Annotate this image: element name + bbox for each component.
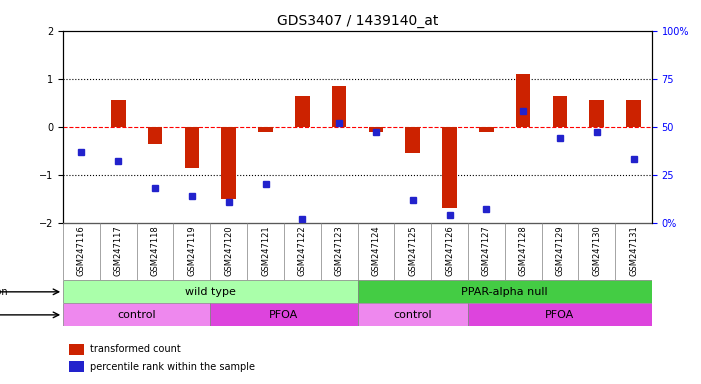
Bar bbox=[442, 127, 457, 208]
Bar bbox=[468, 303, 652, 326]
Text: control: control bbox=[117, 310, 156, 320]
Text: GSM247120: GSM247120 bbox=[224, 225, 233, 276]
Bar bbox=[332, 86, 346, 127]
Bar bbox=[63, 303, 210, 326]
Bar bbox=[222, 127, 236, 199]
Bar bbox=[69, 344, 83, 355]
Text: PFOA: PFOA bbox=[269, 310, 299, 320]
Text: control: control bbox=[393, 310, 432, 320]
Bar bbox=[111, 100, 125, 127]
Bar bbox=[295, 96, 310, 127]
Text: GSM247117: GSM247117 bbox=[114, 225, 123, 276]
Text: GSM247119: GSM247119 bbox=[187, 225, 196, 276]
Bar bbox=[258, 127, 273, 132]
Bar bbox=[63, 280, 358, 303]
Text: GSM247126: GSM247126 bbox=[445, 225, 454, 276]
Text: GSM247118: GSM247118 bbox=[151, 225, 160, 276]
Text: wild type: wild type bbox=[185, 287, 236, 297]
Bar bbox=[552, 96, 567, 127]
Text: percentile rank within the sample: percentile rank within the sample bbox=[90, 362, 254, 372]
Text: GSM247124: GSM247124 bbox=[372, 225, 381, 276]
Bar bbox=[626, 100, 641, 127]
Text: transformed count: transformed count bbox=[90, 344, 180, 354]
Text: GSM247130: GSM247130 bbox=[592, 225, 601, 276]
Bar bbox=[405, 127, 420, 153]
Bar bbox=[148, 127, 163, 144]
Bar bbox=[479, 127, 494, 132]
Text: GSM247123: GSM247123 bbox=[334, 225, 343, 276]
Text: PPAR-alpha null: PPAR-alpha null bbox=[461, 287, 548, 297]
Bar bbox=[184, 127, 199, 167]
Text: GSM247128: GSM247128 bbox=[519, 225, 528, 276]
Text: PFOA: PFOA bbox=[545, 310, 575, 320]
Text: GSM247131: GSM247131 bbox=[629, 225, 638, 276]
Bar bbox=[358, 280, 652, 303]
Bar bbox=[369, 127, 383, 132]
Text: GSM247127: GSM247127 bbox=[482, 225, 491, 276]
Text: genotype/variation: genotype/variation bbox=[0, 287, 8, 297]
Text: GSM247125: GSM247125 bbox=[408, 225, 417, 276]
Text: GSM247129: GSM247129 bbox=[555, 225, 564, 276]
Text: GSM247121: GSM247121 bbox=[261, 225, 270, 276]
Bar bbox=[69, 361, 83, 372]
Title: GDS3407 / 1439140_at: GDS3407 / 1439140_at bbox=[277, 14, 438, 28]
Bar bbox=[210, 303, 358, 326]
Bar bbox=[516, 74, 531, 127]
Text: GSM247116: GSM247116 bbox=[77, 225, 86, 276]
Bar bbox=[358, 303, 468, 326]
Text: GSM247122: GSM247122 bbox=[298, 225, 307, 276]
Bar bbox=[590, 100, 604, 127]
